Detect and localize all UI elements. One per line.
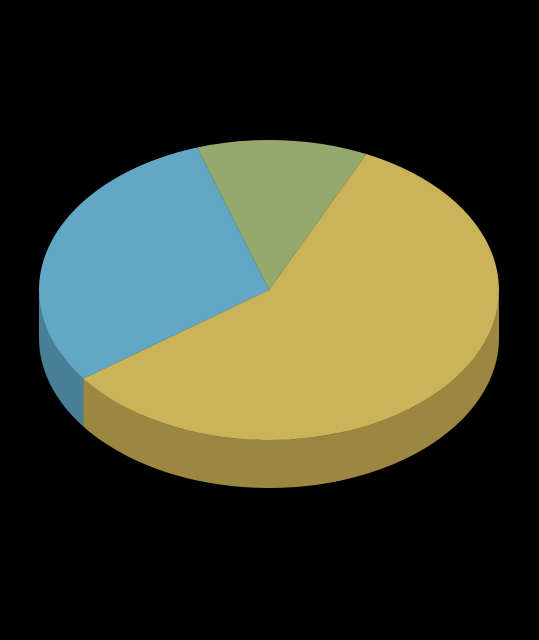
pie-chart-3d — [0, 0, 539, 640]
pie-chart-svg — [0, 0, 539, 640]
